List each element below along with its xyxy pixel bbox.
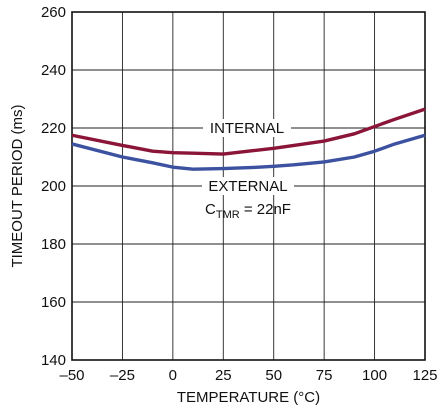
ctmr-value-label: CTMR = 22nF	[205, 201, 291, 221]
y-tick-label: 160	[41, 294, 66, 311]
series-line-external	[71, 133, 426, 171]
x-tick-label: 100	[362, 367, 387, 384]
external-series-label: EXTERNAL	[208, 178, 287, 195]
ctmr-subscript: TMR	[216, 209, 240, 221]
y-tick-label: 200	[41, 178, 66, 195]
x-tick-labels: –50 –25 0 25 50 75 100 125	[59, 367, 437, 384]
ctmr-symbol: C	[205, 201, 216, 218]
y-tick-label: 180	[41, 236, 66, 253]
plot-frame	[71, 11, 426, 361]
x-tick-label: –50	[59, 367, 84, 384]
internal-label-background	[203, 119, 291, 137]
x-axis-title: TEMPERATURE (°C)	[177, 389, 320, 406]
x-tick-label: 125	[412, 367, 437, 384]
x-tick-label: 50	[265, 367, 282, 384]
y-tick-labels: 140 160 180 200 220 240 260	[41, 4, 66, 369]
series-lines	[71, 107, 426, 171]
x-tick-label: 0	[169, 367, 177, 384]
annotations: INTERNAL EXTERNAL CTMR = 22nF	[202, 119, 294, 221]
ctmr-value: = 22nF	[240, 201, 291, 218]
y-tick-label: 240	[41, 62, 66, 79]
x-tick-label: –25	[110, 367, 135, 384]
x-tick-label: 75	[316, 367, 333, 384]
external-label-background	[202, 177, 294, 195]
y-tick-label: 220	[41, 120, 66, 137]
y-axis-title: TIMEOUT PERIOD (ms)	[9, 104, 26, 267]
y-tick-label: 140	[41, 352, 66, 369]
y-tick-label: 260	[41, 4, 66, 21]
x-tick-label: 25	[215, 367, 232, 384]
internal-series-label: INTERNAL	[210, 120, 284, 137]
series-line-internal	[71, 107, 426, 156]
